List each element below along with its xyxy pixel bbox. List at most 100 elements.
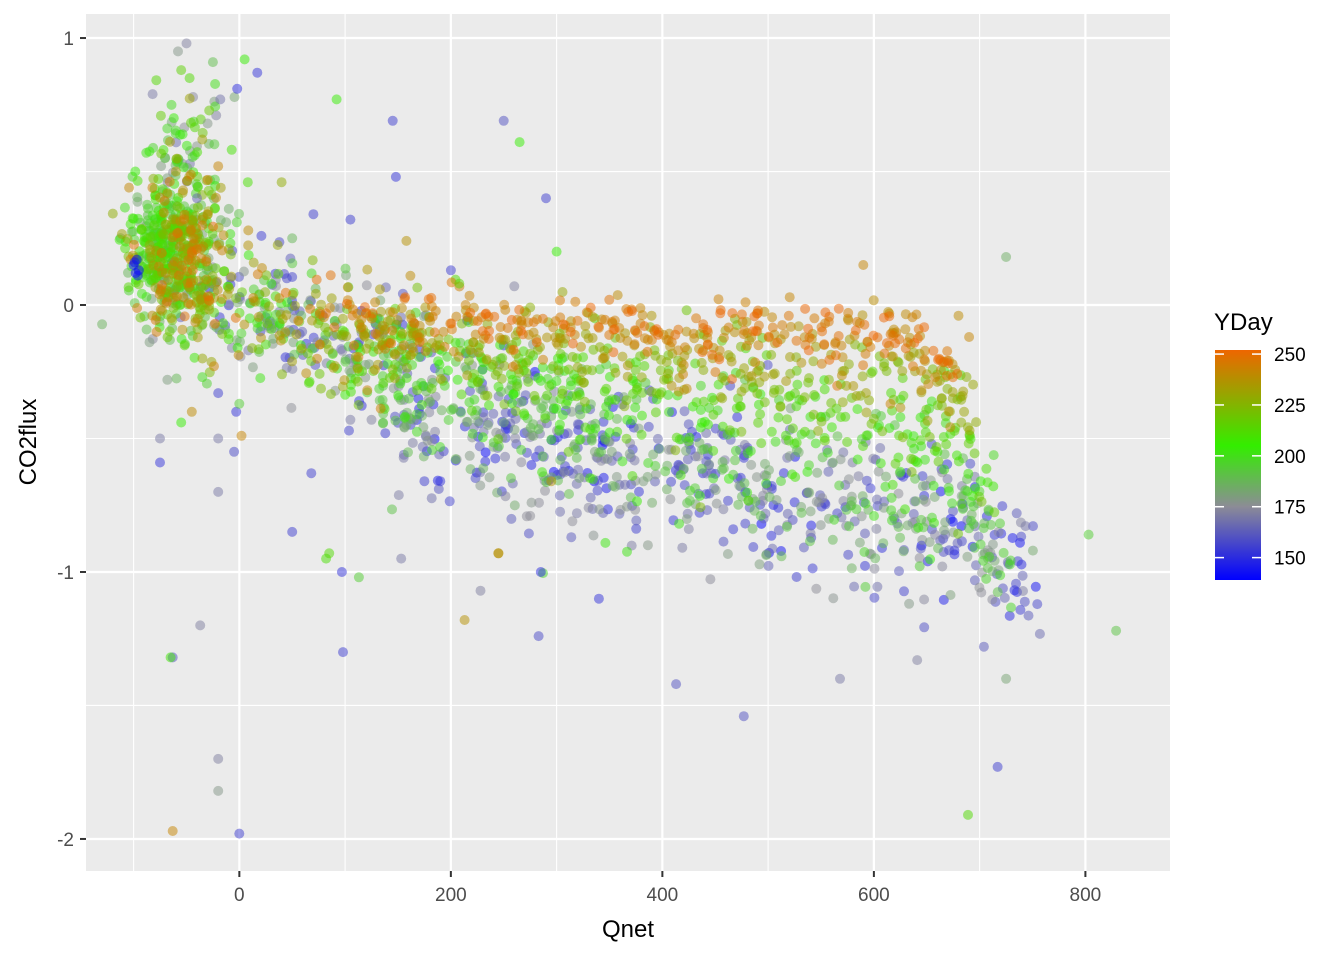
data-point — [650, 469, 661, 480]
data-point — [852, 404, 863, 415]
data-point — [593, 321, 604, 332]
data-point — [936, 400, 947, 411]
data-point — [922, 415, 933, 426]
data-point — [387, 115, 398, 126]
data-point — [212, 284, 223, 295]
data-point — [392, 315, 403, 326]
data-point — [869, 563, 880, 574]
data-point — [521, 357, 532, 368]
data-point — [500, 491, 511, 502]
data-point — [681, 445, 691, 456]
data-point — [247, 343, 258, 354]
data-point — [231, 293, 242, 304]
data-point — [171, 153, 182, 164]
data-point — [683, 419, 694, 430]
data-point — [443, 365, 453, 376]
data-point — [473, 347, 484, 358]
data-point — [177, 324, 188, 335]
data-point — [580, 422, 591, 433]
data-point — [145, 232, 156, 243]
data-point — [1006, 602, 1016, 613]
data-point — [940, 517, 951, 528]
data-point — [956, 498, 967, 509]
data-point — [310, 288, 321, 299]
data-point — [783, 310, 794, 321]
data-point — [715, 392, 726, 403]
data-point — [829, 514, 840, 525]
data-point — [841, 380, 852, 391]
data-point — [762, 360, 773, 370]
data-point — [436, 405, 447, 416]
data-point — [150, 315, 161, 326]
data-point — [434, 449, 445, 460]
data-point — [885, 398, 896, 409]
data-point — [272, 240, 283, 250]
data-point — [753, 417, 764, 428]
data-point — [871, 494, 882, 505]
data-point — [875, 443, 886, 453]
data-point — [747, 523, 758, 534]
data-point — [234, 398, 245, 409]
data-point — [537, 362, 548, 373]
data-point — [612, 290, 623, 301]
data-point — [472, 377, 483, 388]
data-point — [763, 560, 774, 571]
data-point — [239, 54, 250, 65]
data-point — [702, 324, 713, 335]
data-point — [695, 380, 706, 391]
data-point — [617, 351, 628, 362]
data-point — [937, 561, 948, 572]
data-point — [287, 526, 298, 537]
data-point — [997, 501, 1008, 512]
data-point — [182, 175, 192, 186]
data-point — [854, 537, 865, 548]
data-point — [768, 369, 779, 380]
data-point — [694, 490, 705, 501]
data-point — [171, 373, 182, 384]
data-point — [400, 411, 410, 422]
data-point — [929, 517, 939, 528]
data-point — [1028, 521, 1038, 532]
data-point — [860, 348, 871, 359]
data-point — [735, 401, 746, 412]
data-point — [439, 341, 450, 352]
data-point — [782, 508, 793, 519]
data-point — [726, 356, 737, 367]
data-point — [375, 306, 386, 317]
data-point — [161, 296, 172, 307]
data-point — [506, 314, 517, 325]
data-point — [782, 414, 793, 425]
data-point — [878, 538, 889, 549]
data-point — [752, 388, 763, 399]
data-point — [746, 371, 757, 382]
data-point — [356, 322, 367, 333]
data-point — [942, 346, 953, 357]
data-point — [963, 468, 974, 479]
data-point — [454, 278, 465, 289]
data-point — [630, 364, 641, 375]
data-point — [149, 220, 160, 231]
data-point — [155, 110, 166, 121]
data-point — [203, 291, 214, 302]
data-point — [724, 425, 735, 436]
data-point — [738, 711, 749, 722]
data-point — [817, 326, 828, 337]
data-point — [1011, 578, 1021, 589]
data-point — [865, 483, 876, 494]
data-point — [232, 342, 243, 353]
data-point — [484, 325, 495, 336]
data-point — [1030, 581, 1041, 592]
data-point — [850, 325, 861, 336]
data-point — [881, 471, 891, 482]
data-point — [962, 551, 973, 562]
data-point — [467, 428, 478, 439]
data-point — [799, 426, 810, 437]
data-point — [166, 99, 177, 110]
data-point — [488, 408, 499, 419]
data-point — [498, 115, 509, 126]
data-point — [664, 407, 674, 417]
data-point — [255, 373, 266, 384]
data-point — [173, 46, 183, 57]
data-point — [146, 252, 157, 263]
data-point — [933, 456, 944, 467]
